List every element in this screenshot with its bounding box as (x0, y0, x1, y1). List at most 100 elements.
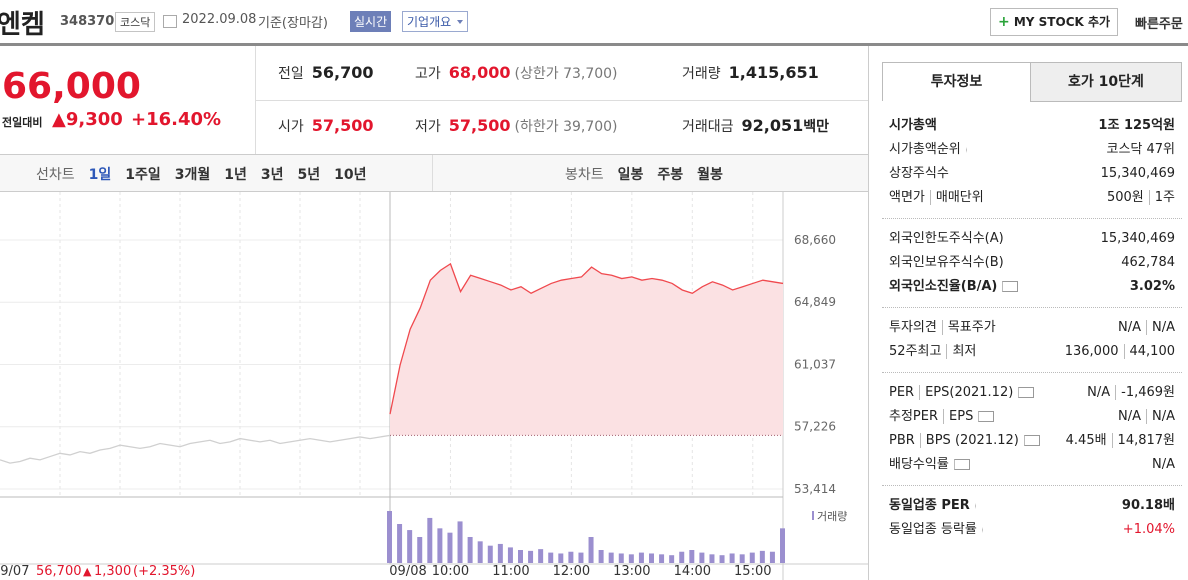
info-label: PER EPS(2021.12) (889, 381, 1035, 405)
info-row: PBR BPS (2021.12) 4.45배 14,817원 (882, 429, 1182, 453)
tab[interactable]: 1년 (224, 167, 247, 183)
help-icon[interactable] (953, 459, 970, 470)
summary-label: 저가 (415, 119, 441, 135)
info-row: 외국인보유주식수(B) 462,784 (882, 251, 1182, 275)
arrow-icon (965, 146, 972, 153)
tab[interactable]: 1주일 (125, 167, 161, 183)
summary-label: 고가 (415, 66, 441, 82)
info-value: 15,340,469 (1101, 227, 1175, 251)
panel-tab[interactable]: 호가 10단계 (1030, 62, 1182, 102)
change-label: 전일대비 (2, 116, 43, 129)
info-value: 3.02% (1130, 275, 1175, 299)
help-icon[interactable] (1018, 387, 1035, 398)
price-area (390, 263, 783, 436)
info-value: N/A N/A (1118, 316, 1175, 340)
x-tick-label: 10:00 (432, 564, 469, 579)
info-label: 52주최고 최저 (889, 340, 977, 364)
info-label: 액면가 매매단위 (889, 186, 984, 210)
summary-item: 거래대금 92,051백만 (682, 116, 829, 136)
info-value-part: 15,340,469 (1100, 231, 1175, 246)
info-value: 1조 125억원 (1098, 114, 1175, 138)
info-row: 외국인한도주식수(A) 15,340,469 (882, 227, 1182, 251)
volume-bar (669, 555, 675, 563)
x-tick-label: 12:00 (553, 564, 590, 579)
info-row: 액면가 매매단위 500원 1주 (882, 186, 1182, 210)
info-label-part: 시가총액 (889, 118, 937, 133)
info-label-part: 매매단위 (929, 190, 984, 205)
tab[interactable]: 3년 (260, 167, 284, 183)
date: 2022.09.08 (182, 12, 257, 27)
prev-day-label: 09/07 (0, 564, 29, 579)
y-tick-label: 68,660 (794, 233, 836, 247)
y-tick-label: 64,849 (794, 295, 836, 309)
info-value: N/A -1,469원 (1087, 381, 1175, 405)
panel-group: 시가총액 1조 125억원 시가총액순위 코스닥 47위 상장주식수 15,340,469… (882, 114, 1182, 219)
info-row: 동일업종 PER 90.18배 (882, 494, 1182, 518)
tab[interactable]: 주봉 (657, 167, 684, 183)
y-tick-label: 57,226 (794, 420, 836, 434)
help-icon[interactable] (1023, 435, 1040, 446)
summary-label: 시가 (278, 119, 304, 135)
info-value-part: N/A (1152, 457, 1175, 472)
info-label-part: 투자의견 (889, 320, 937, 335)
stock-code: 348370 (60, 14, 115, 29)
tab[interactable]: 월봉 (697, 167, 723, 183)
info-value-part: 500원 (1106, 190, 1144, 205)
info-label-part: 목표주가 (941, 320, 996, 335)
panel-group: 동일업종 PER 90.18배 동일업종 등락률 +1.04% (882, 486, 1182, 550)
info-value: +1.04% (1123, 518, 1175, 542)
summary-label: 전일 (278, 66, 304, 82)
info-value-part: 14,817원 (1111, 433, 1175, 448)
volume-bar (568, 551, 574, 563)
overview-button[interactable]: 기업개요 (402, 11, 469, 32)
change: ▲9,300 (52, 109, 123, 130)
volume-bar (638, 552, 644, 563)
change-value: 9,300 (65, 109, 123, 130)
tab[interactable]: 일봉 (617, 167, 644, 183)
help-icon[interactable] (1002, 281, 1019, 292)
info-label-part: 외국인보유주식수(B) (889, 255, 1004, 270)
volume-bar (588, 537, 594, 563)
tab-group-label: 봉차트 (565, 167, 604, 183)
arrow-icon (974, 502, 981, 509)
calendar-icon (163, 15, 177, 28)
realtime-badge[interactable]: 실시간 (350, 11, 392, 32)
info-label: 시가총액순위 (889, 138, 972, 162)
dropdown-arrow (457, 20, 464, 24)
info-row: PER EPS(2021.12) N/A -1,469원 (882, 381, 1182, 405)
info-row: 동일업종 등락률 +1.04% (882, 518, 1182, 542)
info-value-part: -1,469원 (1115, 385, 1175, 400)
volume-bar (709, 554, 715, 563)
info-value: 500원 1주 (1107, 186, 1175, 210)
info-row: 투자의견 목표주가 N/A N/A (882, 316, 1182, 340)
info-label-part: BPS (2021.12) (919, 433, 1019, 448)
volume-bar (437, 528, 443, 563)
mystock-button[interactable]: + MY STOCK 추가 (990, 8, 1118, 36)
volume-bar (598, 550, 604, 563)
y-tick-label: 61,037 (794, 358, 836, 372)
info-value: 코스닥 47위 (1106, 138, 1175, 162)
help-icon[interactable] (978, 411, 995, 422)
panel-tab[interactable]: 투자정보 (882, 62, 1031, 101)
volume-bar (739, 554, 745, 563)
tab[interactable]: 10년 (334, 167, 367, 183)
volume-bar (689, 550, 695, 563)
current-price: 66,000 (2, 66, 141, 107)
info-row: 시가총액순위 코스닥 47위 (882, 138, 1182, 162)
tab[interactable]: 3개월 (174, 167, 211, 183)
info-value-part: 1주 (1148, 190, 1175, 205)
info-value: 4.45배 14,817원 (1066, 429, 1175, 453)
plus-icon: + (997, 14, 1010, 30)
quick-order[interactable]: 빠른주문 (1135, 17, 1183, 32)
info-value-part: N/A (1146, 320, 1175, 335)
tab[interactable]: 5년 (297, 167, 321, 183)
info-label: 동일업종 등락률 (889, 518, 988, 542)
summary-item: 시가 57,500 (278, 116, 374, 136)
info-label-part: 동일업종 PER (889, 498, 970, 513)
tab[interactable]: 1일 (88, 167, 112, 183)
panel-group: 투자의견 목표주가 N/A N/A 52주최고 최저 136,000 44,100 (882, 308, 1182, 373)
panel-group: 외국인한도주식수(A) 15,340,469 외국인보유주식수(B) 462,784 외… (882, 219, 1182, 308)
volume-bar (487, 545, 493, 563)
volume-bar (679, 551, 685, 563)
